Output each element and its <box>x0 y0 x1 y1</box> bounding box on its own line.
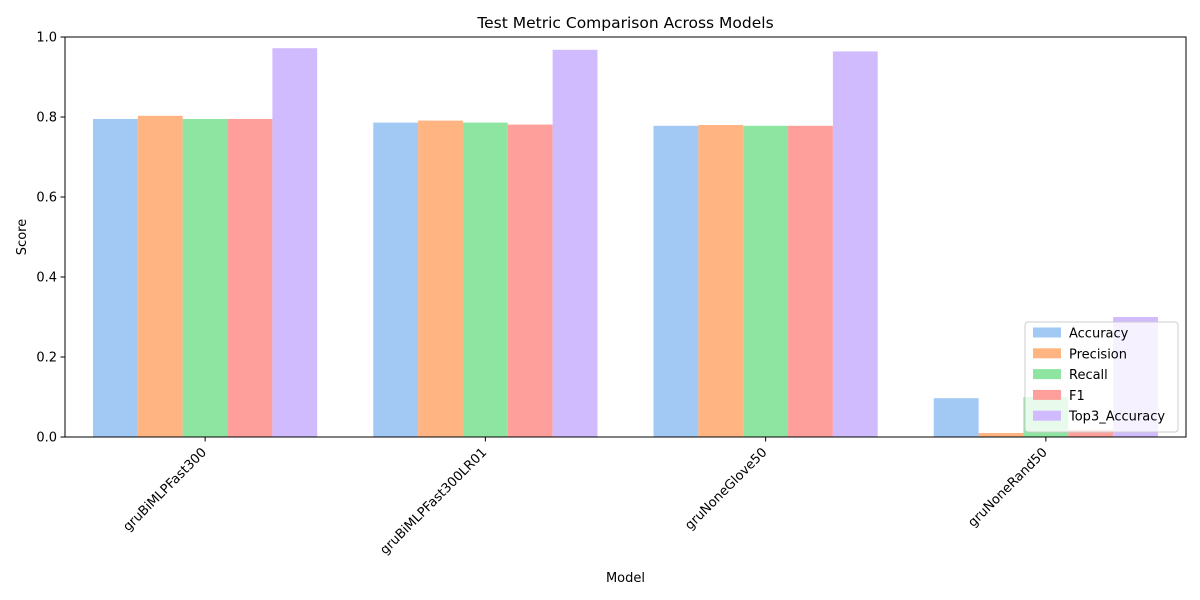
bar-accuracy-2 <box>653 125 699 438</box>
legend-swatch-accuracy <box>1033 327 1061 338</box>
bar-accuracy-3 <box>933 398 979 437</box>
legend: Accuracy Precision Recall F1 Top3_Accuracy <box>1024 321 1179 433</box>
x-tick-label: gruBiMLPFast300 <box>120 445 210 535</box>
bar-f1-1 <box>507 124 553 437</box>
legend-swatch-top3-accuracy <box>1033 410 1061 421</box>
bars-group <box>93 48 1158 438</box>
bar-recall-2 <box>743 125 789 438</box>
bar-top3-accuracy-2 <box>832 51 878 438</box>
legend-swatch-f1 <box>1033 389 1061 400</box>
bar-recall-1 <box>462 122 508 437</box>
chart-title: Test Metric Comparison Across Models <box>476 14 773 32</box>
bar-precision-0 <box>137 115 183 438</box>
legend-label-accuracy: Accuracy <box>1069 327 1129 342</box>
bar-accuracy-0 <box>93 119 138 437</box>
bar-accuracy-1 <box>373 122 419 437</box>
x-tick-label: gruNoneRand50 <box>965 445 1050 530</box>
bar-f1-2 <box>788 125 833 438</box>
y-tick-label: 0.8 <box>36 111 57 126</box>
legend-label-recall: Recall <box>1069 368 1108 383</box>
x-axis-label: Model <box>606 571 645 586</box>
x-tick-label: gruBiMLPFast300LR01 <box>377 445 490 558</box>
y-tick-label: 0.2 <box>36 351 57 366</box>
y-tick-label: 0.0 <box>36 431 57 446</box>
y-tick-label: 1.0 <box>36 31 57 46</box>
x-tick-label: gruNoneGlove50 <box>682 445 770 533</box>
legend-label-top3-accuracy: Top3_Accuracy <box>1068 410 1165 425</box>
plot-frame <box>64 36 1187 438</box>
bar-precision-2 <box>698 125 744 437</box>
bar-top3-accuracy-1 <box>552 49 598 438</box>
bar-f1-0 <box>227 119 273 437</box>
y-axis-label: Score <box>15 219 30 255</box>
bar-top3-accuracy-0 <box>272 48 318 437</box>
legend-label-precision: Precision <box>1069 347 1127 362</box>
bar-precision-3 <box>978 433 1024 437</box>
bar-precision-1 <box>418 120 463 437</box>
y-tick-label: 0.4 <box>36 271 57 286</box>
bar-f1-3 <box>1068 429 1114 437</box>
legend-box <box>1024 321 1179 433</box>
y-tick-label: 0.6 <box>36 191 57 206</box>
legend-swatch-precision <box>1033 348 1061 359</box>
legend-swatch-recall <box>1033 369 1061 380</box>
bar-recall-0 <box>182 119 228 437</box>
legend-label-f1: F1 <box>1069 389 1085 404</box>
